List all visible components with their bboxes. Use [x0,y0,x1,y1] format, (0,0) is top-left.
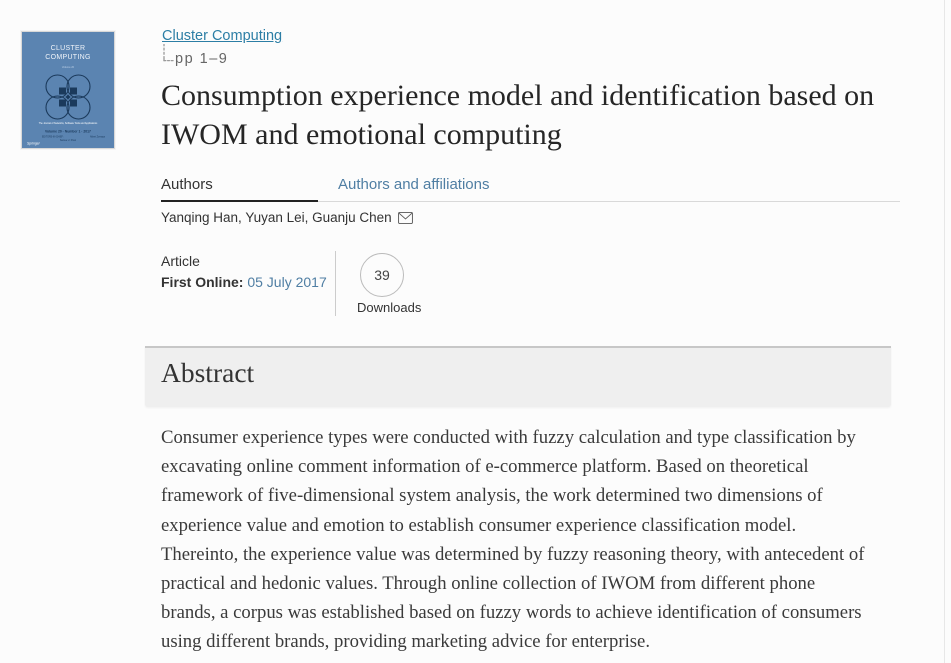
svg-text:COMPUTING: COMPUTING [45,54,90,61]
svg-text:Volume 20: Volume 20 [62,65,75,69]
svg-text:Samee U. Khan: Samee U. Khan [60,140,77,142]
svg-text:The Journal of Networks, Softw: The Journal of Networks, Software Tools … [39,122,98,125]
svg-text:Springer: Springer [27,142,41,146]
svg-text:Albert Zomaya: Albert Zomaya [90,136,106,139]
svg-text:EDITORS-IN-CHIEF:: EDITORS-IN-CHIEF: [42,137,64,139]
svg-text:Volume 20 · Number 1 · 2017: Volume 20 · Number 1 · 2017 [45,130,91,134]
svg-text:CLUSTER: CLUSTER [51,45,86,52]
